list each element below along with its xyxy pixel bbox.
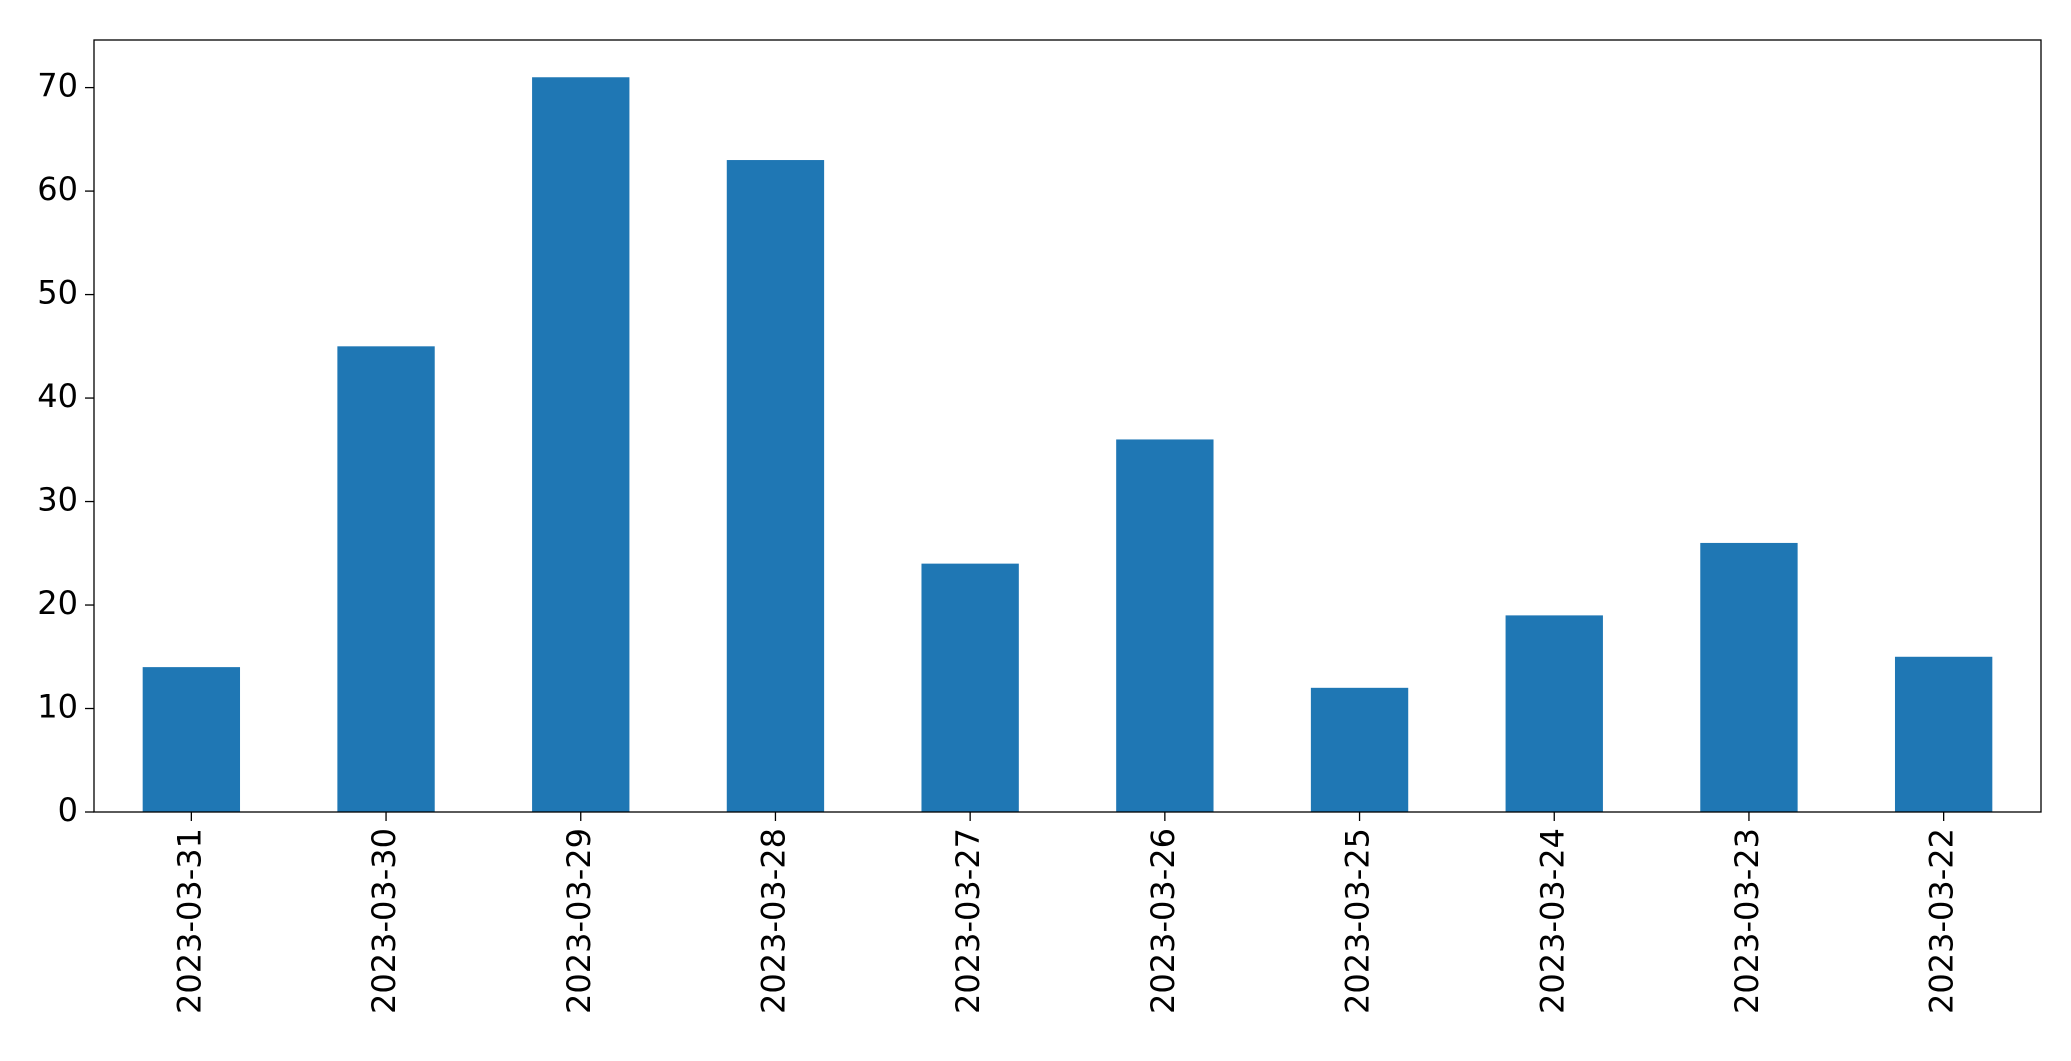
y-tick-label: 60 — [37, 170, 78, 208]
bar — [532, 77, 630, 812]
plot-frame — [93, 39, 2042, 813]
y-tick-label: 70 — [37, 67, 78, 105]
x-tick-label: 2023-03-31 — [170, 828, 208, 1014]
bar — [726, 160, 825, 812]
y-tick-label: 20 — [37, 584, 78, 622]
bar — [142, 667, 241, 812]
bar — [921, 563, 1019, 812]
y-tick-label: 0 — [58, 791, 78, 829]
x-tick-label: 2023-03-25 — [1339, 828, 1377, 1014]
bar — [337, 346, 435, 812]
x-tick-label: 2023-03-22 — [1923, 828, 1961, 1014]
bar — [1310, 687, 1409, 812]
y-tick-label: 50 — [37, 274, 78, 312]
x-tick-label: 2023-03-26 — [1144, 828, 1182, 1014]
y-tick-label: 10 — [37, 688, 78, 726]
y-tick-label: 40 — [37, 377, 78, 415]
bar — [1116, 439, 1214, 812]
bar — [1894, 656, 1993, 812]
x-tick-label: 2023-03-27 — [949, 828, 987, 1014]
x-tick-label: 2023-03-30 — [365, 828, 403, 1014]
y-tick-label: 30 — [37, 481, 78, 519]
bar — [1700, 542, 1798, 812]
x-tick-label: 2023-03-28 — [754, 828, 792, 1014]
bar — [1505, 615, 1603, 812]
x-tick-label: 2023-03-24 — [1533, 828, 1571, 1014]
x-tick-label: 2023-03-29 — [560, 828, 598, 1014]
x-tick-label: 2023-03-23 — [1728, 828, 1766, 1014]
